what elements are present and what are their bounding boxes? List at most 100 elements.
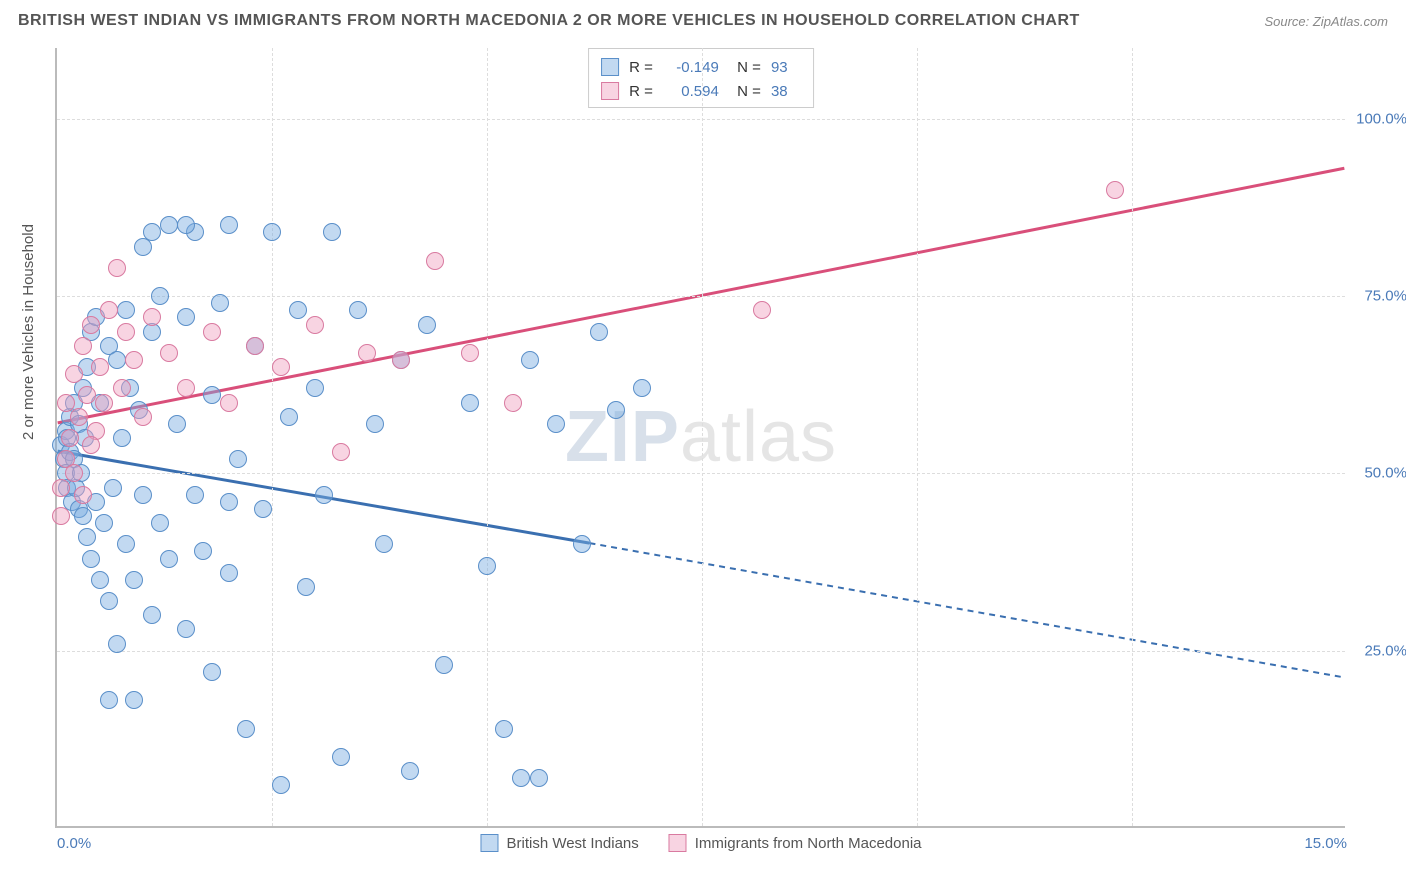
- data-point: [220, 564, 238, 582]
- y-tick-label: 25.0%: [1352, 642, 1406, 659]
- data-point: [100, 301, 118, 319]
- data-point: [177, 308, 195, 326]
- correlation-row: R = 0.594 N = 38: [601, 79, 801, 103]
- gridline-h: [57, 296, 1345, 297]
- data-point: [633, 379, 651, 397]
- data-point: [504, 394, 522, 412]
- legend-item: British West Indians: [480, 834, 638, 852]
- data-point: [160, 550, 178, 568]
- n-value: 38: [771, 83, 801, 100]
- data-point: [186, 486, 204, 504]
- data-point: [332, 748, 350, 766]
- data-point: [125, 691, 143, 709]
- correlation-row: R =-0.149 N =93: [601, 55, 801, 79]
- legend-swatch: [669, 834, 687, 852]
- data-point: [220, 394, 238, 412]
- data-point: [78, 386, 96, 404]
- data-point: [1106, 181, 1124, 199]
- data-point: [143, 308, 161, 326]
- gridline-v: [917, 48, 918, 826]
- data-point: [108, 635, 126, 653]
- data-point: [254, 500, 272, 518]
- data-point: [117, 535, 135, 553]
- data-point: [203, 323, 221, 341]
- data-point: [134, 486, 152, 504]
- legend-label: Immigrants from North Macedonia: [695, 835, 922, 852]
- r-value: 0.594: [663, 83, 719, 100]
- correlation-legend: R =-0.149 N =93R =0.594 N =38: [588, 48, 814, 108]
- data-point: [392, 351, 410, 369]
- data-point: [125, 351, 143, 369]
- data-point: [280, 408, 298, 426]
- data-point: [461, 394, 479, 412]
- data-point: [134, 408, 152, 426]
- gridline-v: [272, 48, 273, 826]
- data-point: [82, 550, 100, 568]
- data-point: [229, 450, 247, 468]
- data-point: [143, 606, 161, 624]
- data-point: [74, 507, 92, 525]
- legend-item: Immigrants from North Macedonia: [669, 834, 922, 852]
- y-tick-label: 50.0%: [1352, 465, 1406, 482]
- data-point: [82, 316, 100, 334]
- gridline-h: [57, 119, 1345, 120]
- data-point: [573, 535, 591, 553]
- data-point: [61, 429, 79, 447]
- data-point: [530, 769, 548, 787]
- data-point: [478, 557, 496, 575]
- data-point: [95, 514, 113, 532]
- data-point: [108, 351, 126, 369]
- data-point: [100, 691, 118, 709]
- data-point: [151, 514, 169, 532]
- gridline-h: [57, 651, 1345, 652]
- data-point: [306, 379, 324, 397]
- data-point: [607, 401, 625, 419]
- data-point: [315, 486, 333, 504]
- data-point: [52, 479, 70, 497]
- data-point: [104, 479, 122, 497]
- data-point: [203, 663, 221, 681]
- data-point: [74, 337, 92, 355]
- r-label: R =: [629, 83, 653, 100]
- data-point: [91, 358, 109, 376]
- data-point: [753, 301, 771, 319]
- legend-label: British West Indians: [506, 835, 638, 852]
- scatter-plot: ZIPatlas R =-0.149 N =93R =0.594 N =38 B…: [55, 48, 1345, 828]
- data-point: [547, 415, 565, 433]
- data-point: [237, 720, 255, 738]
- data-point: [246, 337, 264, 355]
- data-point: [95, 394, 113, 412]
- source-label: Source: ZipAtlas.com: [1264, 14, 1388, 29]
- gridline-v: [702, 48, 703, 826]
- data-point: [426, 252, 444, 270]
- data-point: [418, 316, 436, 334]
- series-legend: British West Indians Immigrants from Nort…: [480, 834, 921, 852]
- data-point: [117, 323, 135, 341]
- data-point: [375, 535, 393, 553]
- data-point: [117, 301, 135, 319]
- data-point: [203, 386, 221, 404]
- r-value: -0.149: [663, 59, 719, 76]
- data-point: [91, 571, 109, 589]
- data-point: [113, 429, 131, 447]
- data-point: [349, 301, 367, 319]
- r-label: R =: [629, 59, 653, 76]
- data-point: [521, 351, 539, 369]
- data-point: [263, 223, 281, 241]
- data-point: [435, 656, 453, 674]
- legend-swatch: [480, 834, 498, 852]
- data-point: [151, 287, 169, 305]
- data-point: [168, 415, 186, 433]
- data-point: [113, 379, 131, 397]
- x-tick-label: 0.0%: [57, 835, 91, 852]
- data-point: [177, 379, 195, 397]
- data-point: [100, 592, 118, 610]
- data-point: [108, 259, 126, 277]
- n-label: N =: [729, 83, 761, 100]
- y-tick-label: 75.0%: [1352, 288, 1406, 305]
- data-point: [220, 493, 238, 511]
- watermark: ZIPatlas: [565, 396, 837, 478]
- data-point: [125, 571, 143, 589]
- data-point: [366, 415, 384, 433]
- data-point: [306, 316, 324, 334]
